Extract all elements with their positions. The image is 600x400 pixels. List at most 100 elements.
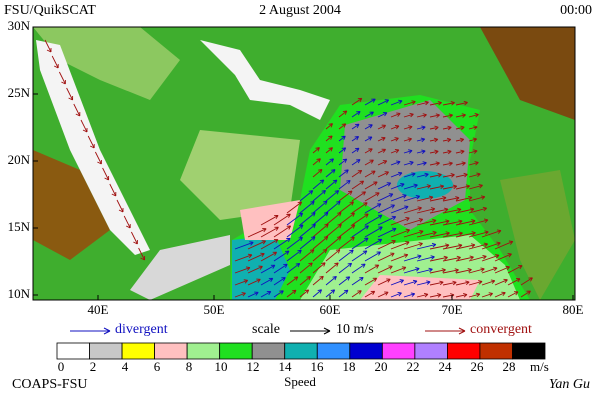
wind-arrow — [455, 161, 466, 166]
wind-arrow — [364, 226, 383, 238]
wind-arrow — [338, 289, 349, 298]
footer-right: Yan Gu — [549, 377, 590, 392]
wind-arrow — [364, 251, 381, 262]
wind-arrow — [364, 98, 376, 106]
wind-arrow — [351, 180, 365, 190]
wind-arrow — [416, 100, 429, 106]
wind-arrow — [390, 137, 399, 142]
lon-label: 40E — [88, 302, 109, 317]
land-light — [33, 27, 180, 100]
wind-arrow — [364, 136, 373, 142]
wind-arrow — [390, 253, 409, 262]
wind-arrow — [377, 239, 396, 250]
wind-arrow — [138, 247, 146, 261]
wind-arrow — [273, 225, 292, 238]
wind-arrow — [455, 255, 474, 262]
wind-arrow — [325, 249, 341, 262]
wind-arrow — [429, 207, 449, 214]
wind-arrow — [377, 252, 395, 262]
header-right: 00:00 — [560, 3, 592, 18]
colorbar-swatch — [251, 342, 286, 360]
wind-arrow — [429, 196, 447, 202]
land-mid — [500, 170, 575, 300]
highland — [480, 27, 575, 120]
wind-arrow — [468, 218, 489, 226]
wind-arrow — [390, 241, 410, 250]
lon-label: 50E — [204, 302, 225, 317]
wind-arrow — [429, 293, 442, 298]
wind-arrow — [416, 242, 437, 250]
wind-arrow — [468, 149, 478, 154]
lon-label: 60E — [320, 302, 341, 317]
wind-arrow — [364, 111, 374, 118]
colorbar-swatch — [219, 342, 253, 360]
wind-arrow — [442, 184, 458, 190]
wind-arrow — [234, 292, 246, 298]
wind-arrow — [455, 207, 475, 214]
wind-arrow — [338, 276, 351, 286]
wind-arrow — [377, 215, 397, 226]
wind-arrow — [468, 195, 486, 202]
lat-label: 25N — [8, 85, 31, 100]
wind-arrow — [260, 239, 279, 250]
wind-arrow — [260, 214, 279, 226]
wind-arrow — [247, 265, 263, 274]
wind-arrow — [364, 192, 380, 202]
wind-arrow — [442, 161, 453, 166]
wind-arrow — [377, 124, 387, 130]
colorbar-label: 2 — [90, 359, 97, 374]
wind-arrow — [273, 290, 284, 298]
wind-arrow — [66, 87, 74, 101]
wind-arrow — [416, 195, 434, 202]
wind-arrow — [390, 228, 411, 238]
wind-arrow — [338, 110, 348, 118]
wind-arrow — [325, 169, 336, 178]
highland — [33, 150, 110, 260]
wind-arrow — [468, 113, 479, 118]
speed-zone — [360, 275, 480, 300]
gulf-of-aden — [130, 235, 230, 300]
wind-arrow — [442, 173, 455, 178]
wind-arrow — [442, 219, 463, 226]
persian-gulf — [200, 40, 330, 120]
wind-arrow — [429, 137, 439, 143]
wind-arrow — [312, 248, 328, 262]
colorbar-label: 6 — [154, 359, 161, 374]
wind-arrow — [73, 103, 81, 117]
wind-arrow — [416, 113, 427, 118]
wind-arrow — [494, 278, 508, 286]
wind-arrow — [351, 123, 360, 130]
wind-arrow — [351, 97, 363, 106]
wind-arrow — [507, 291, 519, 298]
wind-arrow — [442, 113, 453, 118]
wind-arrow — [116, 199, 124, 213]
colorbar-title: Speed — [284, 374, 316, 389]
wind-arrow — [247, 291, 259, 298]
wind-arrow — [494, 291, 506, 298]
wind-arrow — [429, 280, 444, 286]
wind-arrow — [286, 249, 302, 262]
wind-arrow — [299, 262, 313, 274]
colorbar-label: 28 — [503, 359, 516, 374]
wind-arrow — [403, 242, 423, 250]
wind-arrow — [312, 262, 326, 274]
wind-arrow — [481, 279, 496, 286]
wind-arrow — [364, 214, 383, 226]
wind-arrow — [468, 137, 478, 143]
wind-arrow — [351, 147, 360, 154]
wind-arrow — [494, 253, 512, 262]
wind-arrow — [273, 250, 290, 262]
wind-arrow — [364, 290, 376, 298]
wind-arrow — [468, 267, 485, 274]
colorbar-swatch — [479, 342, 513, 360]
wind-arrow — [312, 275, 324, 286]
wind-arrow — [416, 137, 426, 143]
colorbar-swatch — [381, 342, 416, 360]
wind-arrow — [429, 125, 439, 131]
wind-arrow — [403, 218, 424, 226]
wind-arrow — [286, 262, 301, 274]
wind-arrow — [416, 184, 432, 190]
wind-arrow — [403, 137, 412, 142]
wind-arrow — [481, 266, 498, 274]
map-frame — [32, 26, 576, 301]
